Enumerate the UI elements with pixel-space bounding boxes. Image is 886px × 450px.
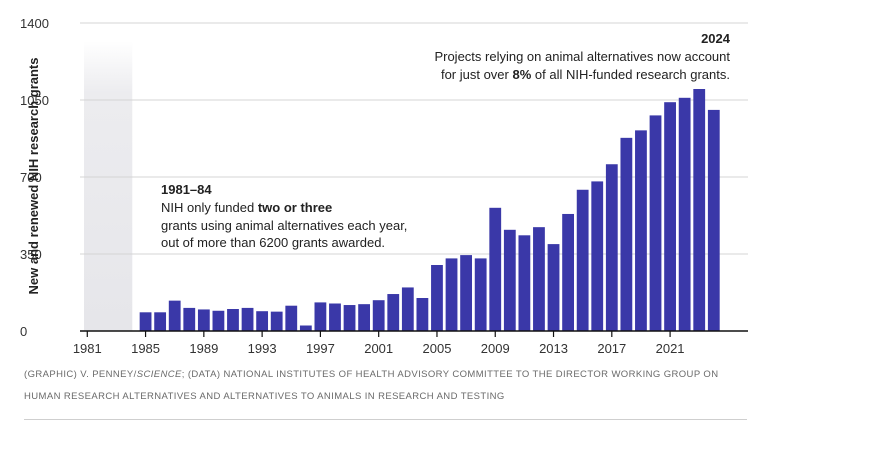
bar-1987 — [168, 300, 181, 331]
x-axis-ticks: 1981 1985 1989 1993 1997 2001 2005 2009 2013 2017… — [73, 331, 685, 356]
bar-2006 — [445, 258, 458, 331]
bar-1994 — [270, 311, 283, 331]
bar-2021 — [664, 102, 676, 331]
bar-1991 — [227, 309, 239, 331]
bar-2024 — [707, 109, 720, 332]
y-tick-label: 0 — [20, 324, 27, 339]
x-tick-label: 2021 — [656, 341, 685, 356]
bar-2009 — [489, 207, 502, 331]
bar-2005 — [431, 265, 443, 331]
bar-2002 — [387, 294, 400, 331]
bar-2017 — [605, 164, 618, 331]
x-tick-label: 2017 — [597, 341, 626, 356]
annotation-left-line3: out of more than 6200 grants awarded. — [161, 235, 385, 250]
x-tick-label: 1989 — [189, 341, 218, 356]
bar-1985 — [139, 312, 152, 331]
x-tick-label: 1997 — [306, 341, 335, 356]
annotation-2024: 2024 Projects relying on animal alternat… — [434, 31, 730, 82]
bar-1993 — [256, 311, 269, 331]
bar-2001 — [372, 300, 385, 331]
bar-1992 — [241, 307, 254, 331]
shaded-period-1981-84 — [84, 41, 133, 331]
x-tick-label: 2009 — [481, 341, 510, 356]
bar-1996 — [299, 325, 312, 331]
bar-1990 — [212, 310, 225, 331]
bar-2012 — [533, 227, 545, 331]
bar-2014 — [562, 213, 574, 331]
bar-2016 — [591, 181, 604, 331]
source-credit: (GRAPHIC) V. PENNEY/SCIENCE; (DATA) NATI… — [24, 369, 719, 402]
annotation-1981-84: 1981–84 NIH only funded two or three gra… — [161, 182, 407, 250]
y-axis-ticks: 0 350 700 1050 1400 — [20, 16, 49, 339]
annotation-right-line1: Projects relying on animal alternatives … — [434, 49, 730, 64]
annotation-right-heading: 2024 — [701, 31, 731, 46]
annotation-left-line1: NIH only funded two or three — [161, 200, 332, 215]
y-tick-label: 1050 — [20, 93, 49, 108]
x-tick-label: 1993 — [248, 341, 277, 356]
bars — [139, 89, 720, 332]
bar-2003 — [401, 287, 414, 331]
bar-2020 — [649, 115, 662, 332]
x-tick-label: 2001 — [364, 341, 393, 356]
bar-2007 — [460, 255, 473, 331]
bar-1989 — [197, 309, 210, 331]
bar-2023 — [693, 89, 706, 331]
annotation-left-heading: 1981–84 — [161, 182, 212, 197]
x-tick-label: 1981 — [73, 341, 102, 356]
bar-2015 — [576, 189, 589, 331]
bar-1998 — [329, 303, 341, 331]
bar-1995 — [285, 305, 298, 331]
bar-chart: 0 350 700 1050 1400 1981 1985 1989 1993 1997 2001… — [20, 16, 748, 356]
credit-divider — [24, 419, 747, 420]
bar-2022 — [678, 97, 691, 331]
y-tick-label: 1400 — [20, 16, 49, 31]
bar-2011 — [518, 235, 531, 331]
bar-2000 — [358, 304, 371, 331]
bar-1988 — [183, 307, 196, 331]
x-tick-label: 2013 — [539, 341, 568, 356]
bar-2019 — [635, 130, 647, 331]
x-tick-label: 2005 — [423, 341, 452, 356]
bar-1999 — [343, 305, 356, 331]
annotation-right-line2: for just over 8% of all NIH-funded resea… — [441, 67, 730, 82]
y-tick-label: 700 — [20, 170, 42, 185]
y-tick-label: 350 — [20, 247, 42, 262]
bar-1997 — [314, 302, 327, 331]
annotation-left-line2: grants using animal alternatives each ye… — [161, 218, 407, 233]
y-axis-title: New and renewed NIH research grants — [26, 58, 41, 295]
bar-2010 — [503, 229, 516, 331]
bar-2013 — [547, 244, 560, 331]
bar-1986 — [154, 312, 167, 331]
bar-2008 — [474, 258, 487, 331]
x-tick-label: 1985 — [131, 341, 160, 356]
bar-2018 — [620, 137, 633, 331]
bar-2004 — [416, 298, 429, 331]
